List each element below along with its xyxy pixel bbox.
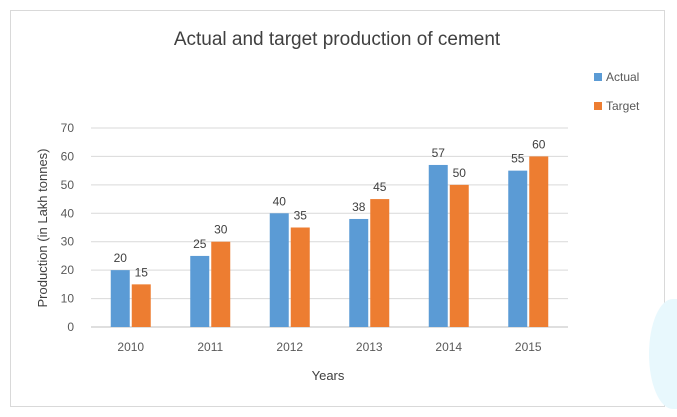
bar-target: [529, 156, 549, 327]
x-tick-label: 2010: [117, 340, 144, 354]
y-tick-labels: 0 10 20 30 40 50 60 70: [61, 121, 75, 334]
bar-actual: [508, 170, 528, 327]
y-axis-label: Production (in Lakh tonnes): [35, 149, 50, 308]
data-label: 25: [193, 237, 207, 251]
y-tick-label: 60: [61, 149, 75, 163]
data-label: 60: [532, 137, 546, 151]
bar-target: [370, 199, 390, 327]
y-tick-label: 20: [61, 263, 75, 277]
x-tick-label: 2013: [356, 340, 383, 354]
y-tick-label: 50: [61, 178, 75, 192]
data-label: 50: [453, 166, 467, 180]
data-label: 57: [432, 146, 446, 160]
x-tick-labels: 2010 2011 2012 2013 2014 2015: [117, 340, 542, 354]
x-tick-label: 2011: [197, 340, 223, 354]
y-tick-label: 10: [61, 292, 75, 306]
x-axis-label: Years: [312, 368, 345, 383]
y-tick-label: 30: [61, 235, 75, 249]
legend-swatch-target: [594, 102, 602, 110]
x-tick-label: 2012: [276, 340, 303, 354]
bar-actual: [110, 270, 130, 327]
bar-target: [211, 241, 231, 327]
y-tick-label: 40: [61, 206, 75, 220]
data-label: 55: [511, 152, 525, 166]
bar-target: [449, 184, 469, 327]
bar-actual: [269, 213, 289, 327]
data-label: 35: [294, 209, 308, 223]
data-label: 30: [214, 223, 228, 237]
data-label: 38: [352, 200, 366, 214]
bar-target: [131, 284, 151, 327]
data-label: 40: [273, 194, 287, 208]
gridlines: [91, 127, 568, 328]
bar-actual: [349, 218, 369, 327]
y-tick-label: 0: [67, 320, 74, 334]
y-tick-label: 70: [61, 121, 75, 135]
legend-label-actual: Actual: [606, 70, 639, 84]
chart-title: Actual and target production of cement: [174, 29, 501, 50]
legend-swatch-actual: [594, 73, 602, 81]
data-label: 45: [373, 180, 387, 194]
x-tick-label: 2015: [515, 340, 542, 354]
bar-actual: [428, 164, 448, 327]
bars: [110, 156, 549, 327]
bar-target: [290, 227, 310, 327]
x-tick-label: 2014: [435, 340, 462, 354]
legend: Actual Target: [594, 70, 640, 113]
chart-frame: [10, 10, 665, 407]
data-label: 15: [135, 265, 149, 279]
legend-label-target: Target: [606, 99, 640, 113]
bar-actual: [190, 255, 210, 327]
data-label: 20: [114, 251, 128, 265]
data-labels: 20 15 25 30 40 35 38 45 57 50 55 60: [114, 137, 546, 279]
